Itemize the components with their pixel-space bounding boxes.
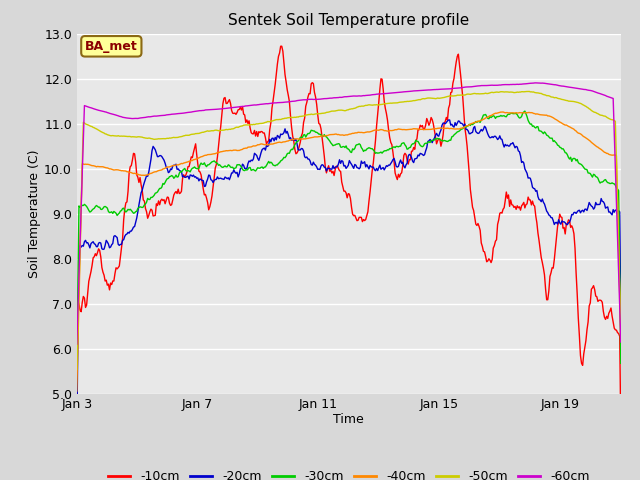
Text: BA_met: BA_met <box>85 40 138 53</box>
Legend: -10cm, -20cm, -30cm, -40cm, -50cm, -60cm: -10cm, -20cm, -30cm, -40cm, -50cm, -60cm <box>103 465 595 480</box>
X-axis label: Time: Time <box>333 413 364 426</box>
Y-axis label: Soil Temperature (C): Soil Temperature (C) <box>28 149 42 278</box>
Title: Sentek Soil Temperature profile: Sentek Soil Temperature profile <box>228 13 469 28</box>
